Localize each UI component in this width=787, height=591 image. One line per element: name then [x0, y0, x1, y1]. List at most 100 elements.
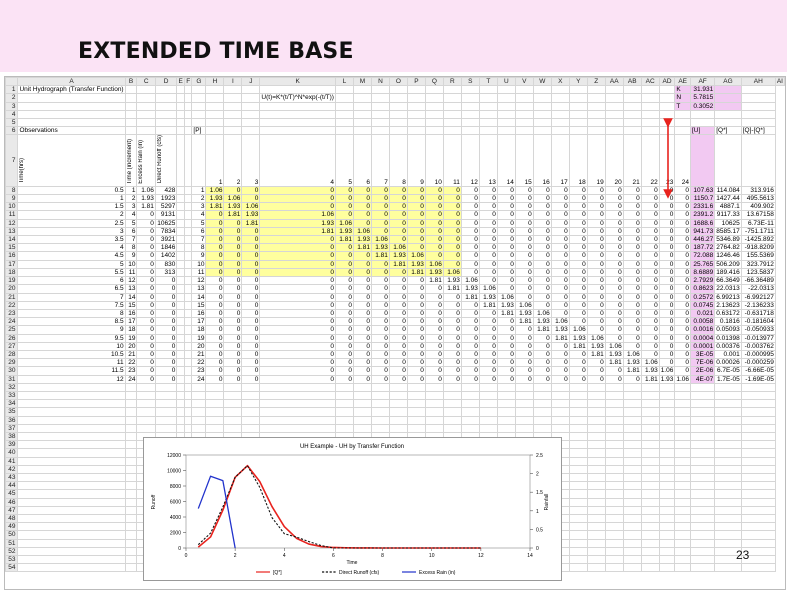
u-value-cell[interactable]: 2391.2 [689, 210, 716, 220]
p-matrix-cell[interactable]: 0 [388, 341, 408, 351]
p-matrix-cell[interactable]: 0 [532, 259, 552, 269]
cell[interactable] [674, 440, 691, 450]
cell[interactable] [674, 390, 691, 401]
p-matrix-cell[interactable]: 1.93 [223, 202, 243, 212]
cell[interactable] [714, 101, 742, 111]
cell[interactable] [460, 118, 480, 128]
p-row-index[interactable]: 11 [191, 267, 207, 278]
cell[interactable] [176, 390, 185, 401]
observation-cell[interactable]: 0 [136, 366, 156, 376]
cell[interactable] [568, 513, 588, 524]
row-header[interactable]: 33 [5, 390, 19, 401]
p-matrix-cell[interactable]: 0 [241, 243, 261, 253]
cell[interactable] [17, 464, 126, 474]
u-value-cell[interactable]: 2.7929 [689, 276, 716, 286]
cell[interactable] [622, 399, 642, 409]
cell[interactable] [658, 489, 676, 499]
observation-cell[interactable]: 19 [124, 333, 138, 343]
p-matrix-cell[interactable]: 1.06 [532, 308, 552, 319]
p-matrix-cell[interactable]: 0 [460, 202, 480, 212]
column-header[interactable]: K [259, 77, 336, 87]
cell[interactable] [124, 407, 138, 417]
cell[interactable] [658, 382, 676, 392]
observation-cell[interactable]: 0 [136, 300, 156, 310]
formula-cell[interactable]: U(t)=K*(t/T)^N*exp(-(t/T)) [259, 93, 336, 103]
p-matrix-cell[interactable]: 0 [496, 284, 516, 294]
cell[interactable] [124, 464, 138, 474]
p-matrix-cell[interactable]: 0 [259, 317, 336, 327]
cell[interactable] [176, 276, 185, 286]
p-matrix-cell[interactable]: 0 [496, 185, 516, 196]
cell[interactable] [183, 308, 193, 319]
cell[interactable] [176, 349, 185, 360]
observation-cell[interactable]: 1.06 [136, 185, 156, 196]
p-matrix-cell[interactable]: 0 [622, 243, 642, 253]
cell[interactable] [568, 546, 588, 557]
p-matrix-cell[interactable]: 0 [640, 276, 660, 286]
diff-value-cell[interactable]: -6.992127 [740, 292, 776, 302]
p-matrix-cell[interactable]: 0 [424, 358, 444, 368]
cell[interactable] [714, 93, 742, 103]
cell[interactable] [191, 109, 207, 120]
cell[interactable] [424, 93, 444, 103]
cell[interactable] [334, 109, 354, 120]
cell[interactable] [136, 126, 156, 136]
column-header[interactable]: P [406, 77, 426, 87]
column-header[interactable]: X [550, 77, 570, 87]
param-value[interactable]: 0.3052 [689, 101, 716, 111]
cell[interactable] [154, 85, 178, 95]
cell[interactable] [586, 407, 606, 417]
p-matrix-cell[interactable]: 0 [241, 300, 261, 310]
p-matrix-cell[interactable]: 0 [259, 276, 336, 286]
observation-cell[interactable]: 0 [154, 292, 178, 302]
cell[interactable] [586, 456, 606, 466]
cell[interactable] [604, 497, 624, 507]
p-row-index[interactable]: 8 [191, 243, 207, 253]
observation-cell[interactable]: 10625 [154, 218, 178, 228]
p-matrix-cell[interactable]: 0 [334, 308, 354, 319]
observation-cell[interactable]: 0 [136, 308, 156, 319]
p-matrix-cell[interactable]: 0 [460, 259, 480, 269]
p-matrix-cell[interactable]: 0 [259, 284, 336, 294]
p-matrix-cell[interactable]: 0 [334, 210, 354, 220]
p-matrix-cell[interactable]: 1.93 [388, 251, 408, 261]
p-row-index[interactable]: 6 [191, 226, 207, 237]
p-matrix-cell[interactable]: 0 [550, 349, 570, 360]
observation-cell[interactable]: 1 [124, 185, 138, 196]
p-matrix-cell[interactable]: 1.93 [460, 284, 480, 294]
p-matrix-cell[interactable]: 0 [674, 218, 691, 228]
cell[interactable] [388, 423, 408, 433]
observation-cell[interactable]: 0 [154, 333, 178, 343]
cell[interactable] [183, 415, 193, 425]
cell[interactable] [514, 93, 534, 103]
p-matrix-cell[interactable]: 0 [622, 276, 642, 286]
observation-cell[interactable]: 5 [17, 259, 126, 269]
p-matrix-cell[interactable]: 0 [622, 333, 642, 343]
cell[interactable] [223, 118, 243, 128]
cell[interactable] [183, 93, 193, 103]
p-column-index[interactable]: 21 [622, 134, 642, 187]
cell[interactable] [740, 505, 776, 515]
cell[interactable] [183, 423, 193, 433]
cell[interactable] [223, 126, 243, 136]
row-header[interactable]: 39 [5, 440, 19, 450]
cell[interactable] [191, 382, 207, 392]
p-matrix-cell[interactable]: 0 [205, 243, 225, 253]
cell[interactable] [424, 126, 444, 136]
p-matrix-cell[interactable]: 0 [259, 267, 336, 278]
p-column-index[interactable]: 17 [550, 134, 570, 187]
cell[interactable] [183, 358, 193, 368]
cell[interactable] [205, 101, 225, 111]
p-matrix-cell[interactable]: 0 [674, 185, 691, 196]
p-matrix-cell[interactable]: 0 [352, 349, 372, 360]
cell[interactable] [514, 399, 534, 409]
cell[interactable] [442, 415, 462, 425]
p-column-index[interactable]: 20 [604, 134, 624, 187]
p-row-index[interactable]: 17 [191, 317, 207, 327]
row-header[interactable]: 38 [5, 431, 19, 442]
cell[interactable] [640, 464, 660, 474]
cell[interactable] [674, 472, 691, 483]
p-matrix-cell[interactable]: 0 [442, 366, 462, 376]
cell[interactable] [334, 390, 354, 401]
p-matrix-cell[interactable]: 0 [586, 259, 606, 269]
